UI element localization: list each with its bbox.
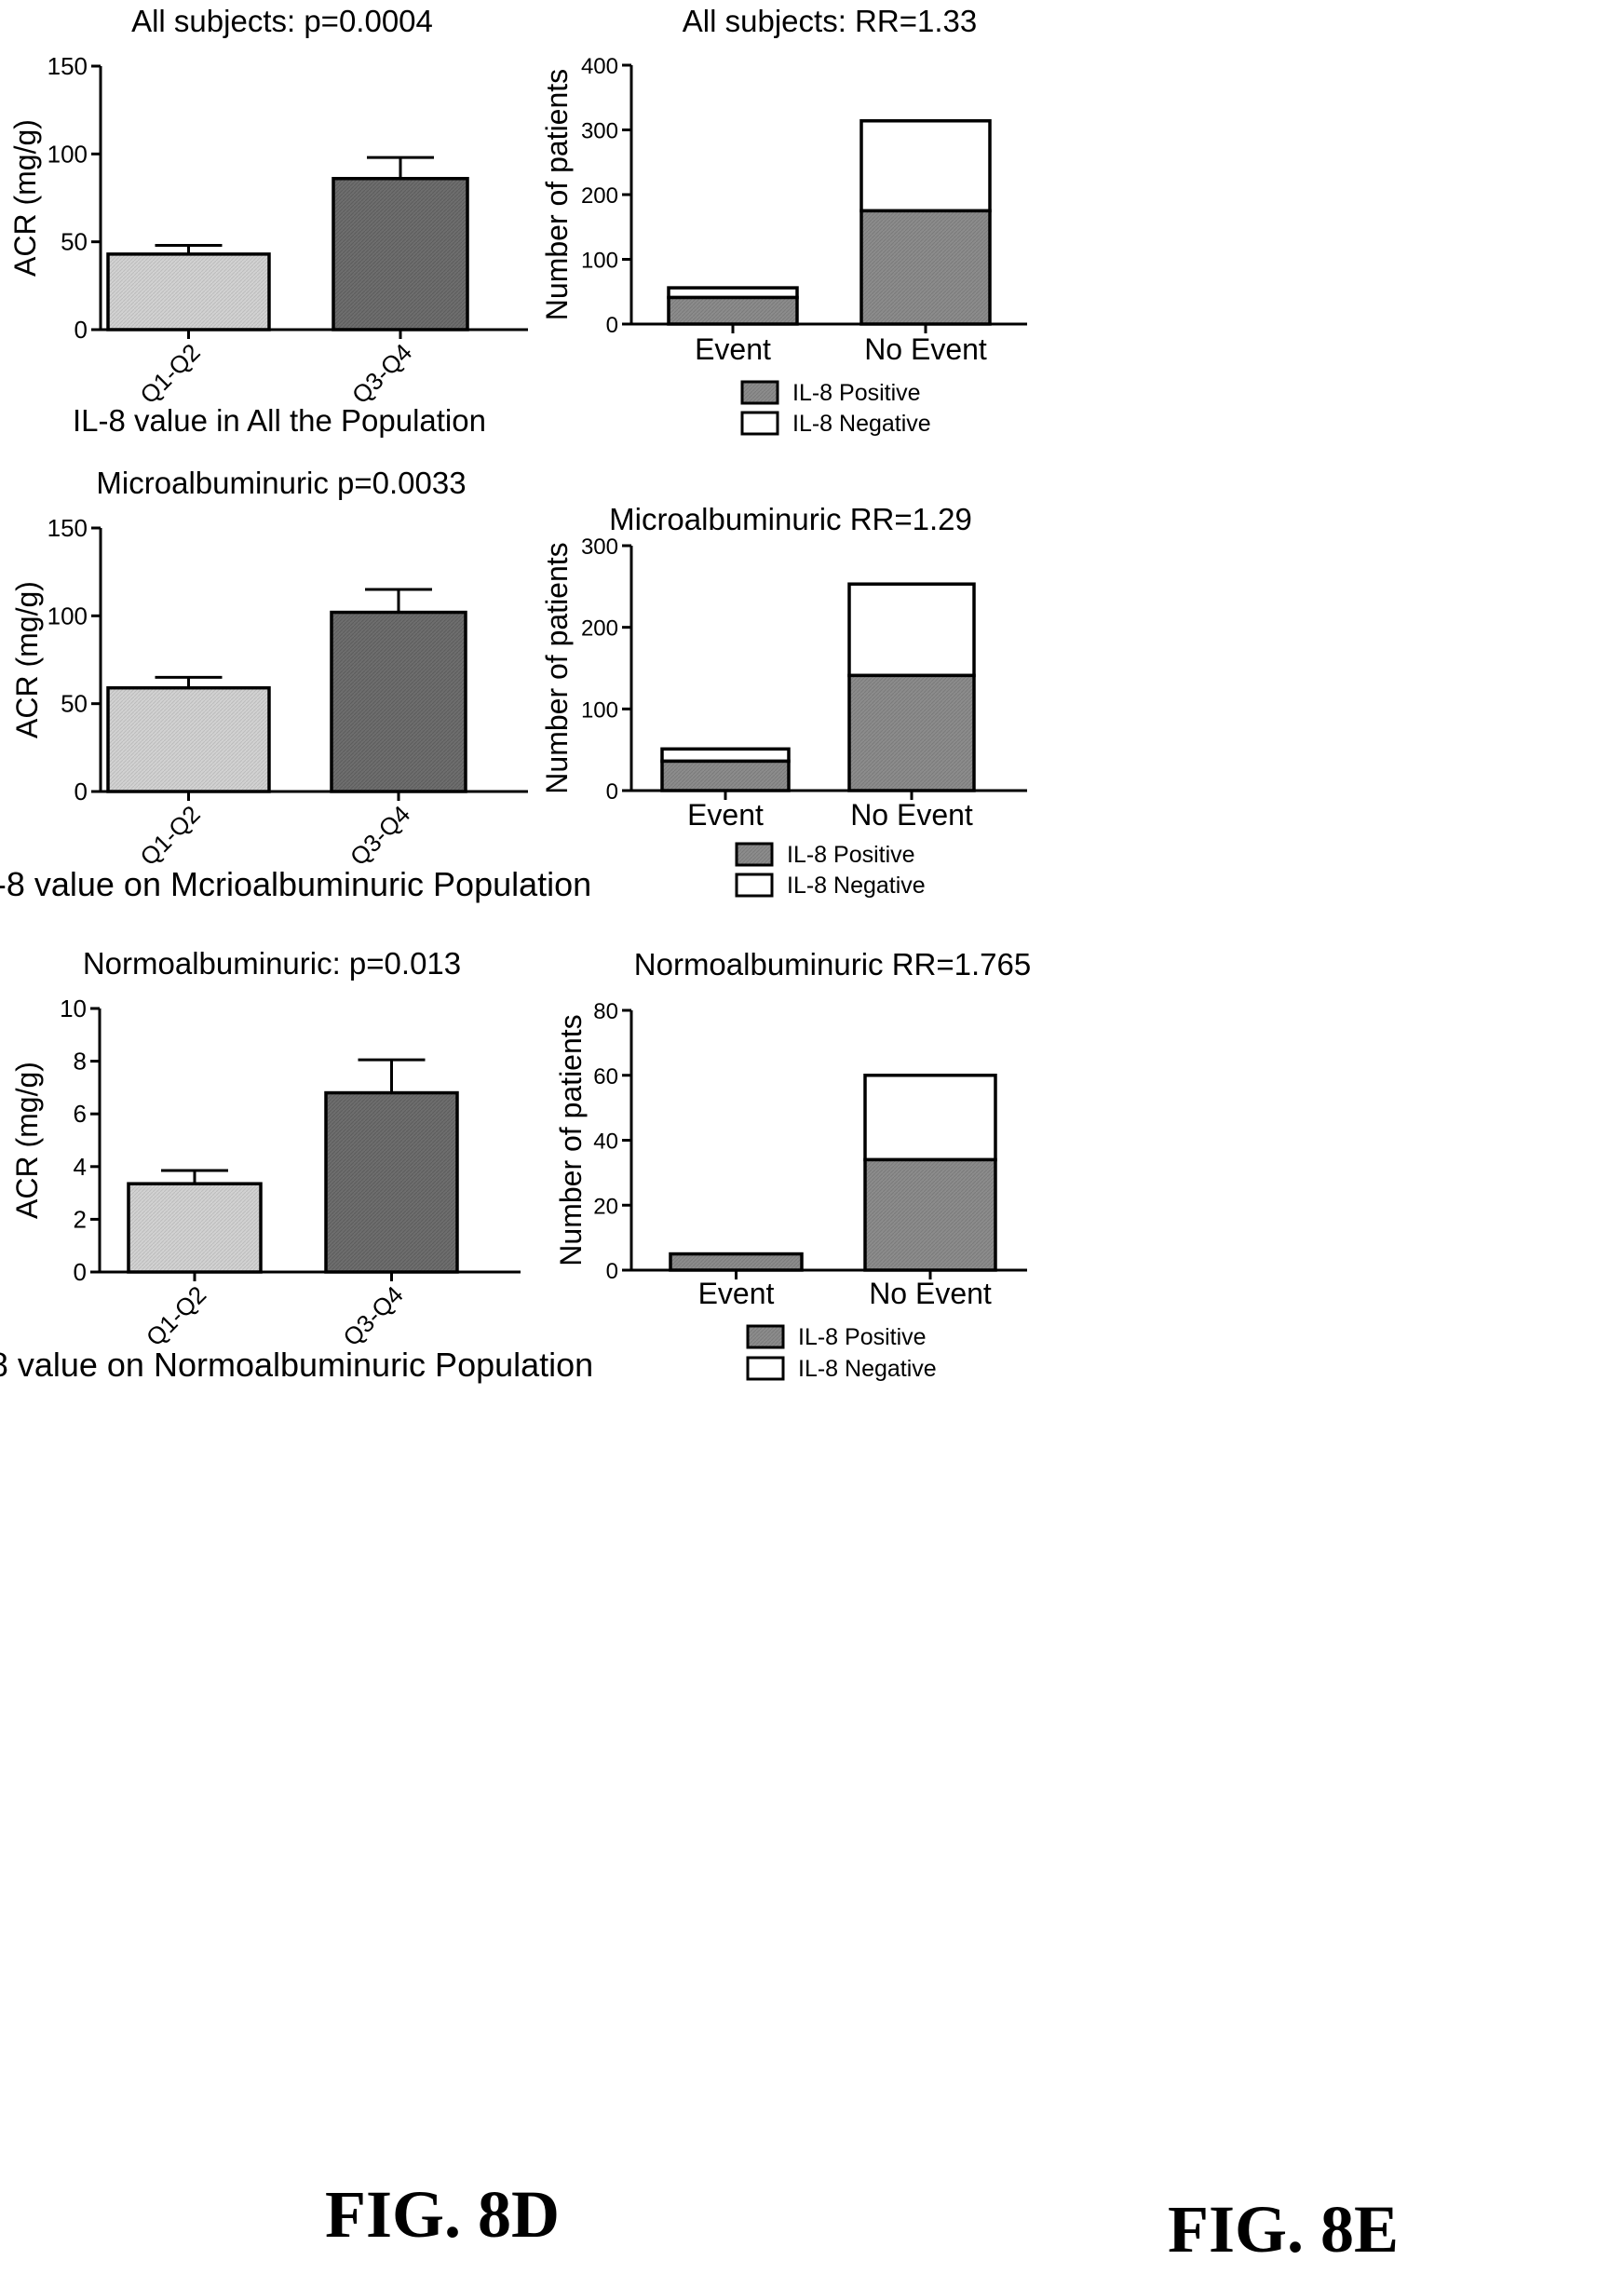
x-axis-label: IL-8 value in All the Population [73, 403, 486, 438]
y-tick-label: 0 [74, 316, 88, 344]
y-tick-label: 0 [74, 1258, 87, 1286]
chart-microalbuminuric-acr: Microalbuminuric p=0.0033 ACR (mg/g) 0 50 10… [0, 466, 591, 903]
x-tick-label: Q1-Q2 [141, 1280, 211, 1351]
x-tick-label: No Event [864, 332, 987, 366]
figure-label-8d: FIG. 8D [325, 2177, 560, 2252]
x-tick-label: No Event [869, 1277, 992, 1310]
bar-segment-positive-event [660, 759, 791, 792]
legend-swatch [740, 380, 779, 405]
y-tick-label: 100 [581, 249, 618, 274]
y-tick-label: 100 [581, 697, 618, 723]
legend-label: IL-8 Positive [798, 1324, 927, 1350]
y-tick-label: 8 [74, 1048, 87, 1076]
y-axis-label: ACR (mg/g) [10, 581, 44, 738]
x-tick-label: Q1-Q2 [134, 338, 205, 409]
bar-q1-q2 [106, 685, 271, 793]
legend-swatch [746, 1356, 785, 1381]
bar-segment-negative-no-event [859, 119, 992, 213]
chart-microalbuminuric-patients: Microalbuminuric RR=1.29 Number of patien… [540, 502, 1027, 899]
chart-all-subjects-acr: All subjects: p=0.0004 ACR (mg/g) 0 50 100 15… [8, 4, 528, 438]
legend-swatch [735, 842, 774, 867]
y-tick-label: 150 [47, 514, 88, 542]
y-tick-label: 60 [593, 1064, 618, 1089]
legend-swatch [740, 411, 779, 436]
bar-segment-positive-no-event [859, 209, 992, 326]
x-tick-label: Q3-Q4 [345, 800, 415, 871]
y-tick-label: 400 [581, 54, 618, 79]
y-axis-label: Number of patients [540, 542, 574, 793]
chart-title: Microalbuminuric RR=1.29 [609, 502, 972, 536]
bar-q1-q2 [127, 1182, 263, 1274]
x-axis-label: IL-8 value on Mcrioalbuminuric Populatio… [0, 865, 591, 903]
chart-title: Normoalbuminuric: p=0.013 [83, 946, 461, 981]
y-axis-label: Number of patients [554, 1014, 588, 1265]
x-tick-label: Q3-Q4 [346, 338, 417, 409]
y-axis-label: ACR (mg/g) [8, 119, 42, 277]
bar-q3-q4 [324, 1090, 459, 1274]
y-tick-label: 80 [593, 999, 618, 1024]
chart-all-subjects-patients: All subjects: RR=1.33 Number of patients 0… [540, 4, 1027, 437]
x-tick-label: Event [695, 332, 771, 366]
y-tick-label: 200 [581, 616, 618, 642]
bar-segment-positive-event [667, 295, 799, 326]
legend-label: IL-8 Positive [792, 380, 921, 406]
legend-swatch [735, 873, 774, 898]
bar-q3-q4 [330, 610, 467, 793]
bar-segment-negative-no-event [847, 582, 976, 678]
x-axis-label: IL-8 value on Normoalbuminuric Populatio… [0, 1346, 593, 1384]
chart-legend: IL-8 Positive IL-8 Negative [740, 380, 931, 437]
bar-q3-q4 [332, 176, 469, 332]
y-tick-label: 150 [47, 52, 88, 80]
legend-label: IL-8 Negative [787, 873, 926, 899]
chart-normoalbuminuric-acr: Normoalbuminuric: p=0.013 ACR (mg/g) 0 2 4 6 8… [0, 946, 593, 1384]
y-tick-label: 100 [47, 602, 88, 629]
bar-segment-positive-no-event [863, 1157, 997, 1272]
y-axis-label: ACR (mg/g) [10, 1062, 44, 1219]
bar-segment-negative-event [660, 747, 791, 764]
y-tick-label: 50 [61, 228, 88, 256]
y-tick-label: 2 [74, 1205, 87, 1233]
x-tick-label: Event [698, 1277, 775, 1310]
bar-q1-q2 [106, 252, 271, 332]
chart-title: All subjects: RR=1.33 [683, 4, 977, 38]
x-tick-label: Q3-Q4 [337, 1280, 408, 1351]
x-tick-label: Q1-Q2 [134, 800, 205, 871]
y-tick-label: 10 [60, 995, 87, 1022]
chart-normoalbuminuric-patients: Normoalbuminuric RR=1.765 Number of patie… [554, 947, 1031, 1382]
y-tick-label: 300 [581, 119, 618, 144]
y-tick-label: 20 [593, 1194, 618, 1219]
chart-title: Normoalbuminuric RR=1.765 [634, 947, 1031, 981]
y-tick-label: 0 [606, 779, 618, 805]
chart-title: All subjects: p=0.0004 [131, 4, 433, 38]
y-tick-label: 200 [581, 183, 618, 209]
y-tick-label: 100 [47, 140, 88, 168]
y-axis-label: Number of patients [540, 69, 574, 320]
x-tick-label: Event [687, 798, 764, 832]
y-tick-label: 50 [61, 690, 88, 718]
bar-segment-positive-event [669, 1252, 804, 1272]
legend-label: IL-8 Negative [798, 1356, 937, 1382]
legend-label: IL-8 Positive [787, 842, 915, 868]
y-tick-label: 4 [74, 1153, 87, 1181]
figure-label-8e: FIG. 8E [1168, 2192, 1399, 2267]
y-tick-label: 0 [606, 313, 618, 338]
y-tick-label: 0 [74, 778, 88, 805]
legend-label: IL-8 Negative [792, 411, 931, 437]
bar-segment-negative-no-event [863, 1074, 997, 1162]
y-tick-label: 0 [606, 1259, 618, 1284]
chart-legend: IL-8 Positive IL-8 Negative [746, 1324, 937, 1382]
chart-legend: IL-8 Positive IL-8 Negative [735, 842, 926, 899]
bar-segment-positive-no-event [847, 673, 976, 792]
x-tick-label: No Event [850, 798, 973, 832]
y-tick-label: 40 [593, 1130, 618, 1155]
chart-title: Microalbuminuric p=0.0033 [96, 466, 466, 500]
legend-swatch [746, 1324, 785, 1349]
y-tick-label: 6 [74, 1100, 87, 1128]
y-tick-label: 300 [581, 535, 618, 560]
